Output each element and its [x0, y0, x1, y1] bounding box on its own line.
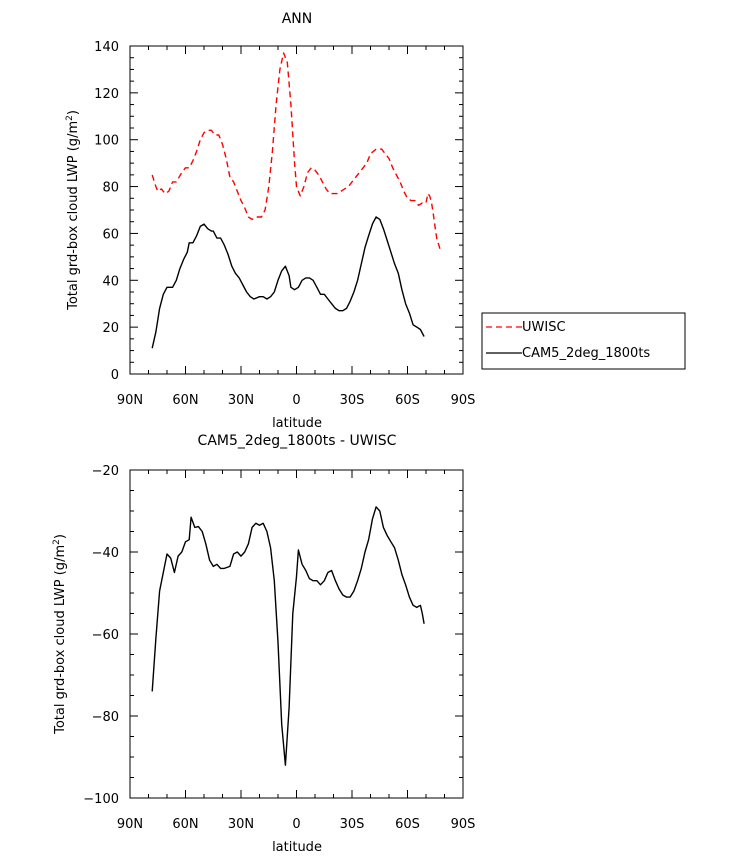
bottom-series [151, 506, 425, 766]
x-tick-label: 60N [172, 817, 198, 832]
legend-uwisc-label: UWISC [522, 320, 566, 335]
y-tick-label: 40 [102, 274, 119, 289]
y-tick-label: 20 [102, 321, 119, 336]
series-line-diff-0 [151, 506, 425, 766]
x-tick-label: 30S [340, 393, 365, 408]
bottom-x-axis-label: latitude [272, 840, 322, 855]
x-tick-label: 90S [451, 817, 476, 832]
series-line-uwisc [151, 52, 442, 253]
legend-cam5-label: CAM5_2deg_1800ts [522, 346, 650, 361]
x-tick-label: 60S [395, 817, 420, 832]
y-tick-label: 0 [111, 368, 119, 383]
x-tick-label: 30S [340, 817, 365, 832]
y-tick-label: −80 [92, 710, 119, 725]
y-tick-label: −20 [92, 464, 119, 479]
top-y-axis-label: Total grd-box cloud LWP (g/m2) [65, 110, 81, 311]
x-tick-label: 0 [292, 817, 300, 832]
y-tick-label: −100 [83, 792, 119, 807]
series-line-cam5-2deg-1800ts [151, 216, 425, 349]
bottom-y-axis-label: Total grd-box cloud LWP (g/m2) [52, 534, 68, 735]
x-tick-label: 0 [292, 393, 300, 408]
legend: UWISC CAM5_2deg_1800ts [481, 312, 686, 370]
legend-box [481, 312, 686, 370]
x-tick-label: 90N [117, 817, 143, 832]
y-tick-label: 100 [94, 134, 119, 149]
x-tick-label: 90S [451, 393, 476, 408]
bottom-y-tick-labels: −100 −80 −60 −40 −20 [83, 464, 119, 807]
y-tick-label: 60 [102, 227, 119, 242]
x-tick-label: 60N [172, 393, 198, 408]
y-tick-label: 80 [102, 181, 119, 196]
y-tick-label: −60 [92, 628, 119, 643]
y-tick-label: 140 [94, 40, 119, 55]
x-tick-label: 30N [228, 393, 254, 408]
y-tick-label: −40 [92, 546, 119, 561]
top-title: ANN [282, 11, 313, 27]
top-x-tick-labels: 90N 60N 30N 0 30S 60S 90S [117, 393, 476, 408]
y-tick-label: 120 [94, 87, 119, 102]
top-x-axis-label: latitude [272, 416, 322, 431]
top-series [151, 52, 442, 349]
x-tick-label: 90N [117, 393, 143, 408]
bottom-title: CAM5_2deg_1800ts - UWISC [198, 433, 397, 449]
bottom-axis-ticks [129, 469, 464, 799]
top-y-tick-labels: 0 20 40 60 80 100 120 140 [94, 40, 119, 383]
x-tick-label: 30N [228, 817, 254, 832]
bottom-x-tick-labels: 90N 60N 30N 0 30S 60S 90S [117, 817, 476, 832]
top-axis-ticks [129, 45, 464, 375]
x-tick-label: 60S [395, 393, 420, 408]
panel-top: ANN 90N 60N 30N 0 30S 60S 90S 0 20 40 60 80 100 120 1… [65, 11, 686, 431]
bottom-plot-frame [129, 469, 464, 799]
panel-bottom: CAM5_2deg_1800ts - UWISC 90N 60N 30N 0 30S 60… [52, 433, 475, 855]
